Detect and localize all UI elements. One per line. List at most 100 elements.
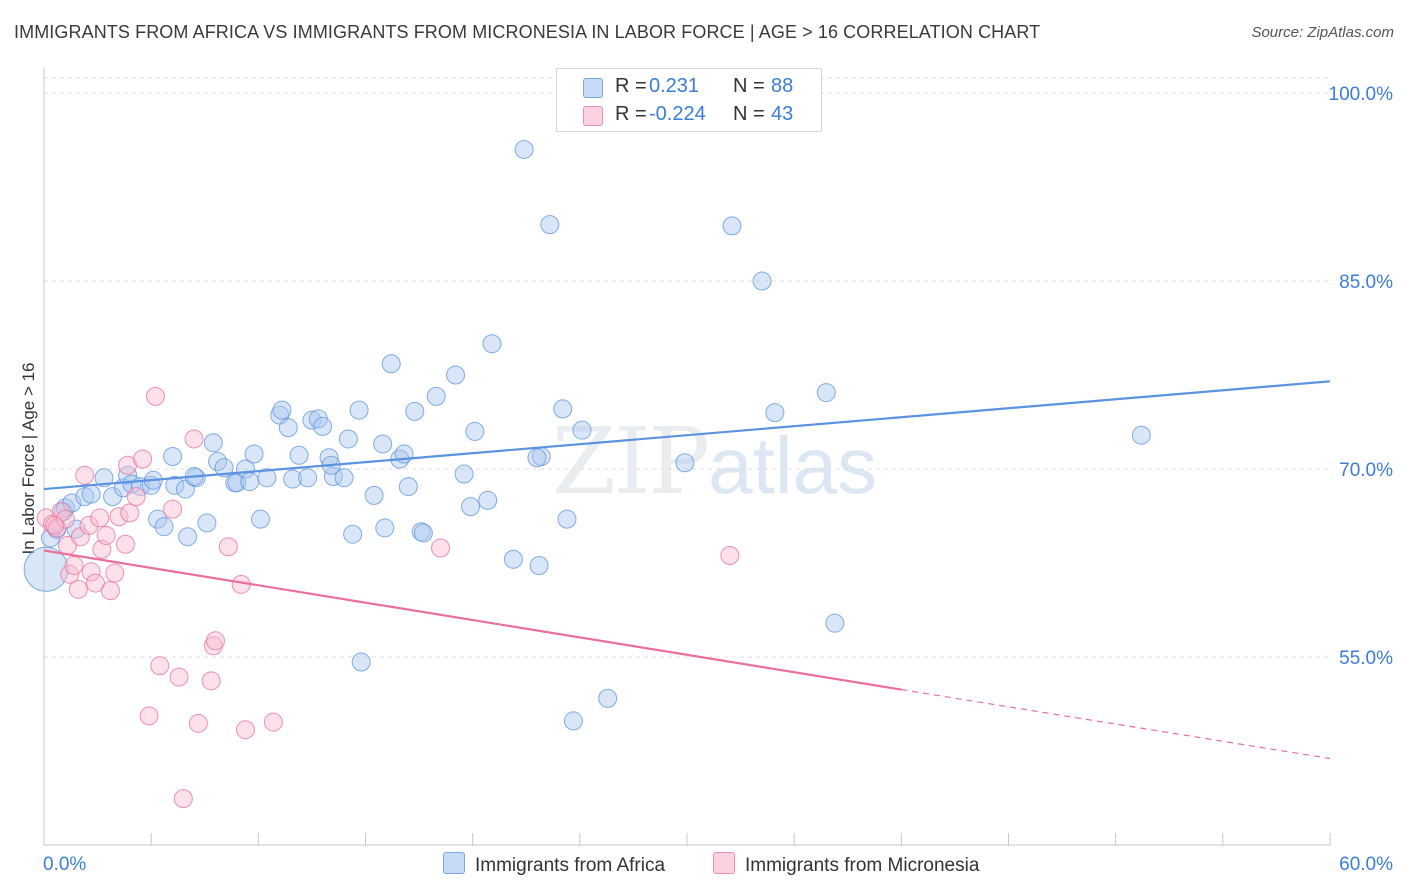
- n-value: 88: [771, 75, 794, 97]
- data-point-africa: [825, 613, 845, 633]
- data-point-africa: [752, 271, 772, 291]
- data-point-africa: [244, 444, 264, 464]
- data-point-africa: [118, 465, 138, 485]
- data-point-africa: [553, 399, 573, 419]
- data-point-micronesia: [139, 706, 159, 726]
- data-point-micronesia: [115, 534, 135, 554]
- data-point-micronesia: [45, 515, 65, 535]
- data-point-micronesia: [201, 671, 221, 691]
- data-point-africa: [461, 497, 481, 517]
- data-point-africa: [413, 523, 433, 543]
- data-point-africa: [334, 468, 354, 488]
- watermark: ZIPatlas: [552, 408, 877, 515]
- data-point-micronesia: [173, 789, 193, 809]
- r-label: R =: [615, 75, 647, 97]
- data-point-africa: [203, 433, 223, 453]
- data-point-africa: [398, 477, 418, 497]
- data-point-africa: [557, 509, 577, 529]
- data-point-africa: [1131, 425, 1151, 445]
- data-point-micronesia: [145, 386, 165, 406]
- data-point-africa: [94, 468, 114, 488]
- data-point-micronesia: [184, 429, 204, 449]
- data-point-africa: [165, 475, 185, 495]
- data-point-africa: [148, 509, 168, 529]
- legend-swatch-micronesia: [713, 852, 735, 874]
- data-point-micronesia: [203, 636, 223, 656]
- data-point-micronesia: [64, 556, 84, 576]
- data-point-africa: [197, 513, 217, 533]
- data-point-micronesia: [126, 487, 146, 507]
- n-value: 43: [771, 103, 794, 125]
- stats-legend: R = 0.231 N = 88 R = -0.224 N = 43: [556, 68, 822, 132]
- watermark-atlas: atlas: [708, 421, 878, 510]
- data-point-micronesia: [90, 508, 110, 528]
- data-point-africa: [250, 509, 270, 529]
- data-point-africa: [454, 464, 474, 484]
- data-point-africa: [446, 365, 466, 385]
- data-point-micronesia: [263, 712, 283, 732]
- r-label: R =: [615, 103, 647, 125]
- data-point-africa: [240, 472, 260, 492]
- trend-line-extension-micronesia: [901, 689, 1331, 760]
- legend-swatch-africa: [583, 78, 603, 98]
- legend-item-africa[interactable]: Immigrants from Africa: [443, 852, 665, 877]
- data-point-africa: [381, 354, 401, 374]
- y-tick-label: 55.0%: [1339, 648, 1393, 669]
- legend-swatch-africa: [443, 852, 465, 874]
- y-tick-label: 100.0%: [1329, 84, 1394, 105]
- data-point-micronesia: [169, 667, 189, 687]
- x-tick-label: 0.0%: [43, 854, 86, 875]
- data-point-micronesia: [109, 507, 129, 527]
- data-point-micronesia: [235, 720, 255, 740]
- data-point-micronesia: [163, 499, 183, 519]
- data-point-africa: [373, 434, 393, 454]
- data-point-micronesia: [105, 563, 125, 583]
- n-label: N =: [733, 75, 765, 97]
- data-point-africa: [81, 484, 101, 504]
- data-point-africa: [540, 215, 560, 235]
- data-point-africa: [675, 453, 695, 473]
- data-point-micronesia: [205, 631, 225, 651]
- data-point-africa: [343, 524, 363, 544]
- data-point-micronesia: [188, 713, 208, 733]
- data-point-micronesia: [120, 503, 140, 523]
- data-point-africa: [478, 490, 498, 510]
- trend-line-africa: [43, 380, 1331, 491]
- data-point-africa: [426, 386, 446, 406]
- stats-row-africa: R = 0.231 N = 88: [557, 73, 821, 101]
- data-point-africa: [23, 546, 69, 592]
- data-point-africa: [598, 688, 618, 708]
- data-point-africa: [313, 416, 333, 436]
- data-point-africa: [563, 711, 583, 731]
- data-point-africa: [529, 556, 549, 576]
- data-point-africa: [338, 429, 358, 449]
- data-point-micronesia: [720, 546, 740, 566]
- data-point-africa: [278, 418, 298, 438]
- data-point-africa: [765, 403, 785, 423]
- data-point-africa: [349, 400, 369, 420]
- x-tick-label: 60.0%: [1339, 854, 1393, 875]
- data-point-micronesia: [75, 465, 95, 485]
- data-point-africa: [722, 216, 742, 236]
- data-point-micronesia: [68, 579, 88, 599]
- data-point-africa: [572, 420, 592, 440]
- data-point-africa: [465, 421, 485, 441]
- legend-swatch-micronesia: [583, 106, 603, 126]
- data-point-africa: [272, 400, 292, 420]
- r-value: 0.231: [649, 75, 700, 97]
- data-point-micronesia: [55, 509, 75, 529]
- data-point-africa: [289, 445, 309, 465]
- legend-item-micronesia[interactable]: Immigrants from Micronesia: [713, 852, 979, 877]
- data-point-africa: [178, 527, 198, 547]
- data-point-micronesia: [150, 656, 170, 676]
- data-point-africa: [527, 448, 547, 468]
- data-point-micronesia: [60, 564, 80, 584]
- watermark-zip: ZIP: [552, 408, 710, 515]
- data-point-africa: [257, 468, 277, 488]
- series-legend: Immigrants from Africa Immigrants from M…: [0, 852, 1406, 878]
- data-point-africa: [351, 652, 371, 672]
- data-point-africa: [503, 549, 523, 569]
- data-point-africa: [514, 139, 534, 159]
- data-point-africa: [163, 447, 183, 466]
- y-tick-label: 85.0%: [1339, 272, 1393, 293]
